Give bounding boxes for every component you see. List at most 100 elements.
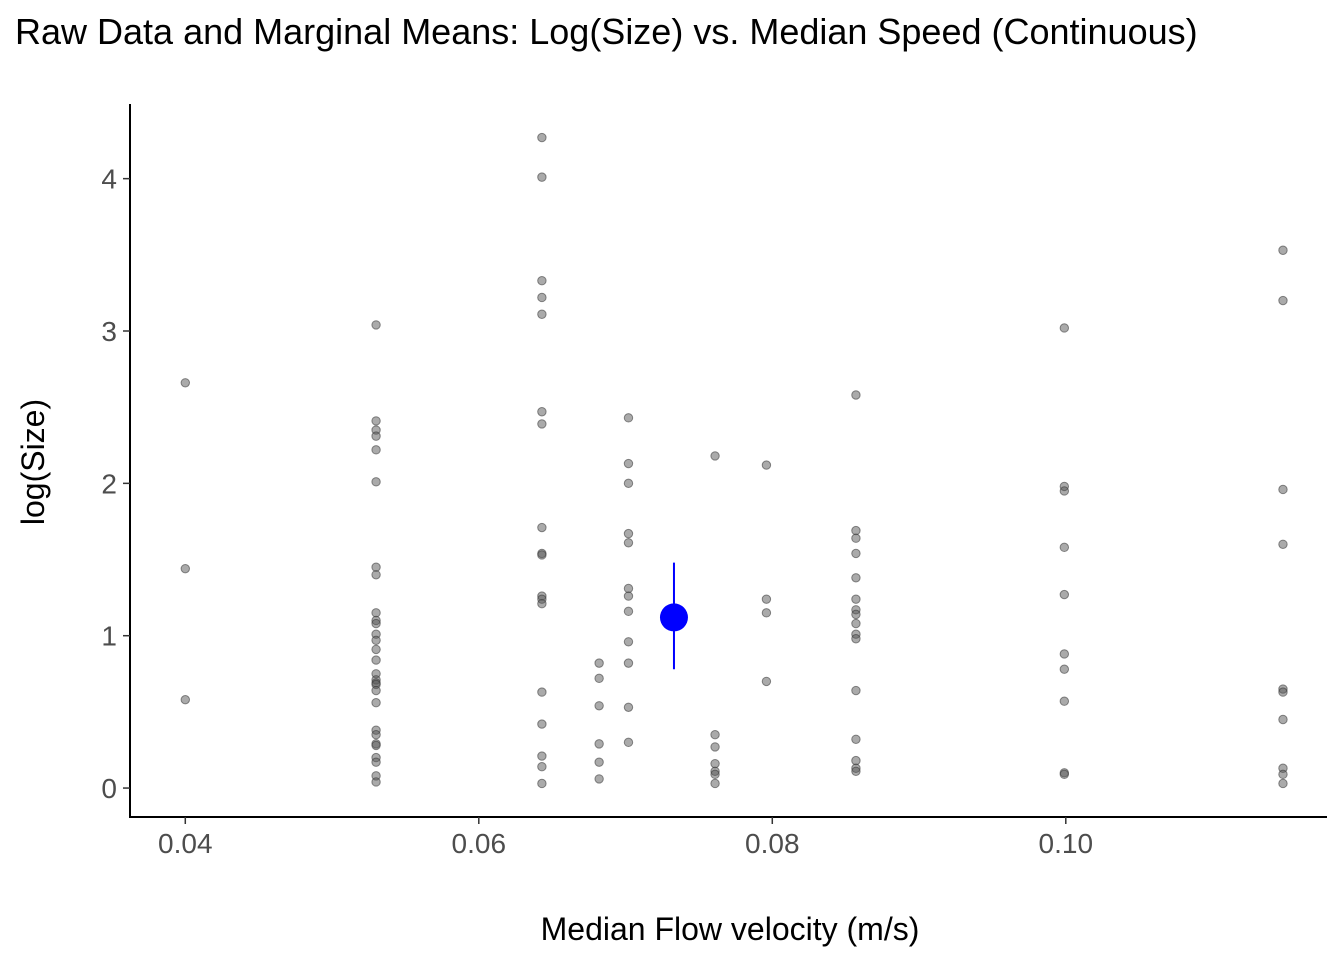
raw-data-point [851, 618, 861, 629]
raw-data-point [623, 478, 634, 489]
raw-data-point [371, 635, 381, 645]
raw-data-point [851, 390, 861, 400]
raw-data-point [623, 702, 634, 713]
raw-data-point [1059, 323, 1070, 333]
raw-data-point [371, 730, 381, 740]
raw-data-point [761, 608, 772, 618]
raw-data-point [537, 599, 547, 609]
raw-data-point [371, 570, 381, 580]
raw-data-point [851, 533, 861, 543]
raw-data-point [371, 777, 381, 787]
raw-data-point [537, 522, 547, 533]
raw-data-point [1278, 539, 1288, 549]
plot-area [180, 132, 1288, 789]
raw-data-point [371, 740, 381, 751]
raw-data-point [537, 550, 547, 560]
raw-data-point [851, 634, 861, 644]
raw-data-point [851, 734, 861, 745]
raw-data-point [371, 685, 381, 696]
raw-data-point [1059, 589, 1070, 600]
raw-data-point [623, 637, 634, 647]
raw-data-point [537, 172, 547, 182]
raw-data-point [623, 458, 634, 469]
x-tick-label: 0.06 [452, 828, 507, 859]
raw-data-point [537, 762, 547, 772]
raw-data-point [1059, 664, 1070, 674]
raw-data-point [1278, 484, 1288, 495]
y-tick-label: 0 [101, 773, 117, 804]
raw-data-point [594, 739, 604, 749]
raw-data-point [594, 757, 604, 767]
y-tick-label: 2 [101, 468, 117, 499]
raw-data-point [594, 774, 604, 784]
raw-data-point [180, 563, 190, 574]
raw-data-point [537, 419, 547, 429]
chart-title: Raw Data and Marginal Means: Log(Size) v… [15, 11, 1198, 52]
y-axis-title: log(Size) [15, 399, 51, 525]
raw-data-point [371, 698, 381, 708]
raw-data-point [1278, 245, 1288, 255]
raw-data-point [537, 407, 547, 417]
raw-data-point [371, 618, 381, 629]
raw-data-point [1059, 769, 1070, 780]
raw-data-point [761, 676, 772, 687]
raw-data-point [371, 644, 381, 655]
raw-data-point [623, 606, 634, 617]
raw-data-point [710, 778, 720, 789]
y-axis-ticks: 0 1 2 3 4 [101, 164, 130, 804]
raw-data-point [371, 431, 381, 441]
raw-data-point [623, 538, 634, 548]
raw-data-point [371, 477, 381, 487]
raw-data-point [1059, 542, 1070, 553]
raw-data-point [623, 658, 634, 668]
raw-data-point [537, 751, 547, 761]
y-tick-label: 4 [101, 164, 117, 195]
raw-data-point [710, 769, 720, 780]
marginal-mean-point [659, 603, 688, 632]
y-tick-label: 3 [101, 316, 117, 347]
raw-data-point [623, 413, 634, 423]
raw-data-point [623, 591, 634, 601]
y-tick-label: 1 [101, 621, 117, 652]
raw-data-point [1059, 649, 1070, 659]
raw-data-point [851, 766, 861, 776]
raw-data-point [371, 655, 381, 665]
x-axis-title: Median Flow velocity (m/s) [541, 911, 920, 947]
raw-data-point [1278, 769, 1288, 780]
raw-data-point [851, 548, 861, 559]
raw-data-point [761, 594, 772, 604]
raw-data-point [623, 737, 634, 748]
raw-data-point [710, 730, 720, 740]
x-tick-label: 0.04 [158, 828, 213, 859]
raw-data-point [1278, 687, 1288, 697]
raw-data-point [180, 378, 190, 388]
raw-data-point [537, 292, 547, 303]
raw-data-point [537, 132, 547, 143]
raw-data-point [594, 658, 604, 668]
raw-data-point [851, 573, 861, 583]
raw-data-points [180, 132, 1288, 789]
raw-data-point [761, 460, 772, 470]
raw-data-point [710, 742, 720, 752]
x-tick-label: 0.10 [1039, 828, 1094, 859]
raw-data-point [537, 687, 547, 697]
raw-data-point [623, 528, 634, 539]
x-axis-ticks: 0.04 0.06 0.08 0.10 [158, 817, 1093, 859]
raw-data-point [851, 609, 861, 620]
raw-data-point [537, 309, 547, 319]
raw-data-point [371, 445, 381, 455]
raw-data-point [851, 594, 861, 604]
raw-data-point [1278, 714, 1288, 725]
raw-data-point [1278, 778, 1288, 789]
raw-data-point [594, 701, 604, 711]
raw-data-point [710, 451, 720, 461]
marginal-mean-layer [659, 562, 688, 670]
raw-data-point [537, 719, 547, 729]
raw-data-point [371, 416, 381, 426]
raw-data-point [180, 694, 190, 705]
raw-data-point [851, 685, 861, 696]
raw-data-point [371, 320, 381, 330]
raw-data-point [1059, 696, 1070, 706]
raw-data-point [371, 757, 381, 767]
